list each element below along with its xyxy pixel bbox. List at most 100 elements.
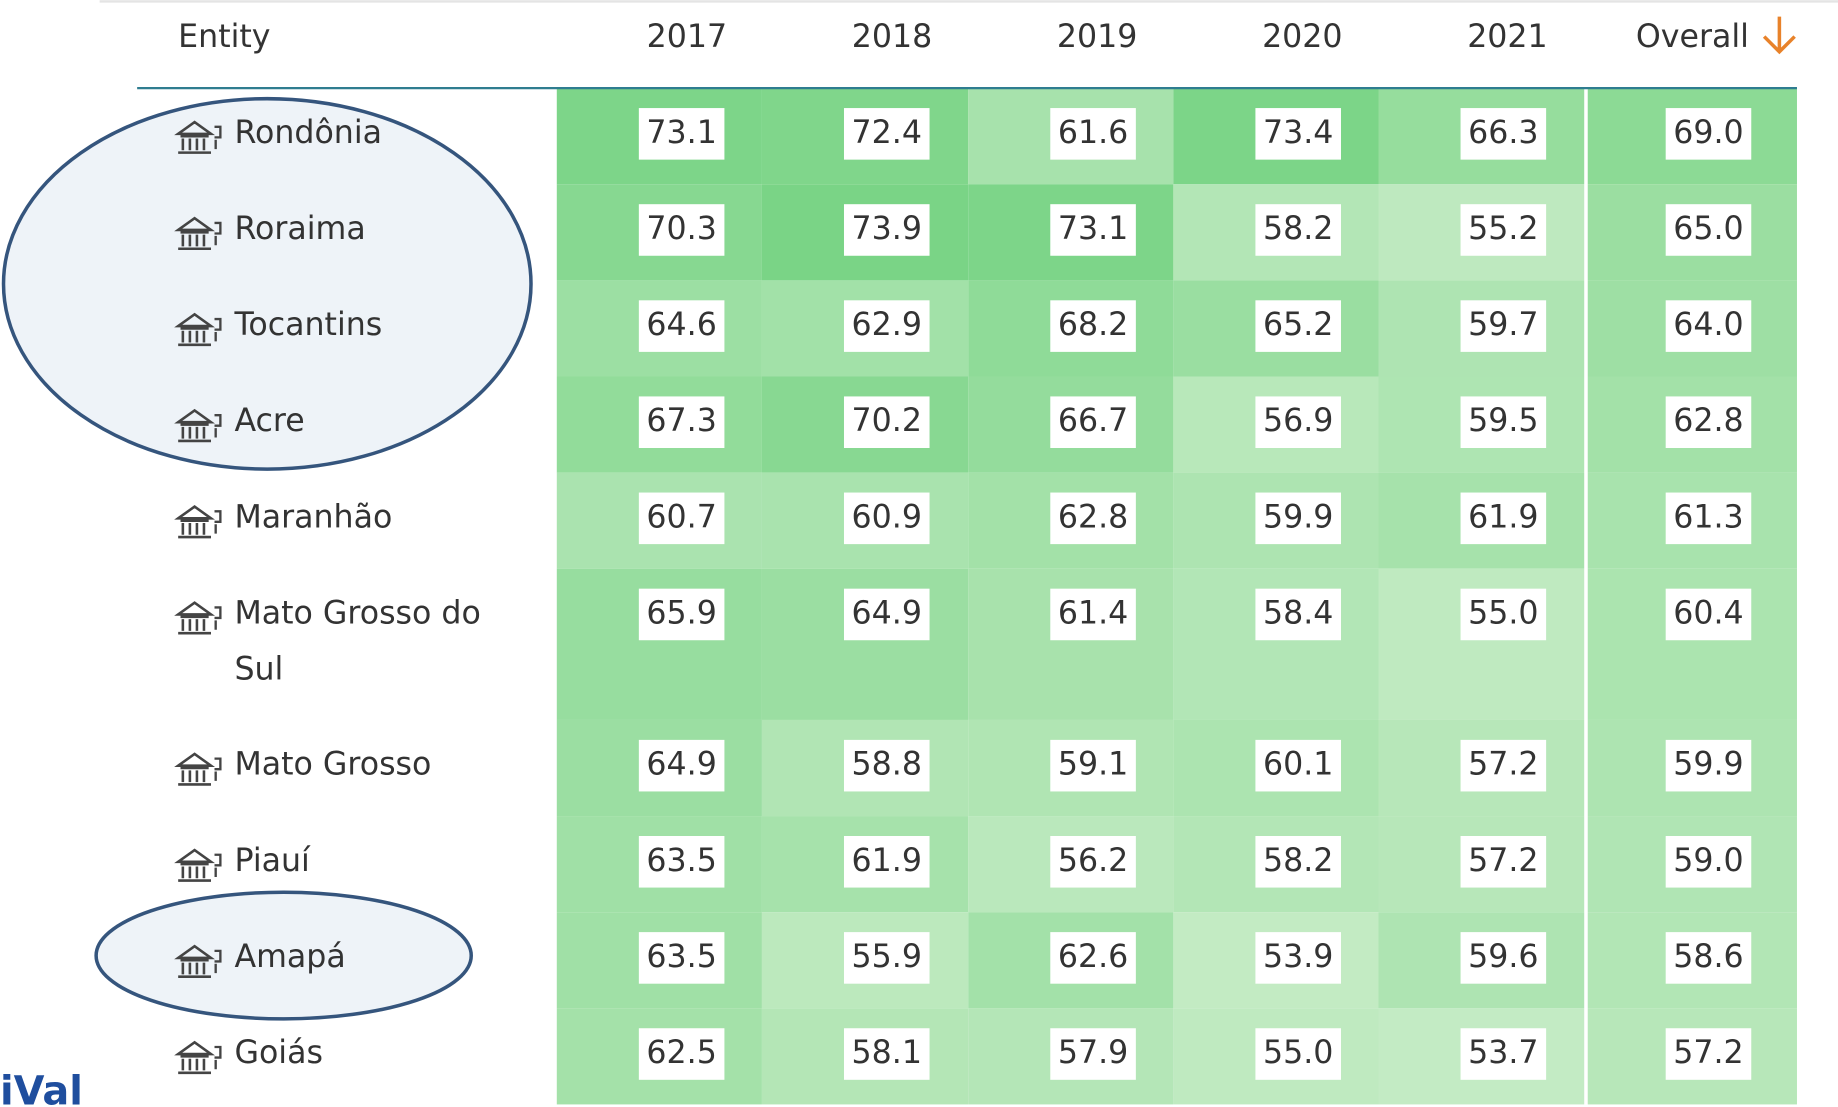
highlight-oval [1, 96, 533, 471]
cell-value: 61.6 [1058, 115, 1128, 151]
value-box [1460, 204, 1547, 256]
value-box [1050, 835, 1136, 888]
cell-value: 65.0 [1673, 211, 1743, 247]
sort-arrow [1762, 16, 1796, 55]
value-box [1460, 300, 1547, 352]
cell-value: 57.9 [1058, 1035, 1128, 1071]
value-box [843, 492, 930, 545]
cell-value: 58.4 [1263, 595, 1333, 631]
icon-shape [174, 120, 216, 154]
value-box [1460, 739, 1547, 792]
entity-name: Goiás [234, 1035, 323, 1071]
cell-value: 55.2 [1468, 211, 1538, 247]
value-box [1050, 300, 1136, 352]
highlight-oval [94, 890, 473, 1021]
value-box [1460, 932, 1547, 984]
value-box [1665, 588, 1752, 641]
value-box [1255, 300, 1341, 352]
icon-shape [174, 505, 216, 539]
entity-name: Mato Grosso do Sul [234, 595, 480, 687]
column-header: 2018 [852, 19, 932, 55]
icon-shape [174, 216, 216, 251]
institution-icon [174, 120, 222, 154]
cell-value: 65.2 [1263, 307, 1333, 343]
column-header: 2020 [1262, 19, 1342, 55]
cell-value: 62.8 [1058, 499, 1128, 535]
cell-value: 58.6 [1673, 939, 1743, 975]
cell-value: 60.7 [646, 499, 716, 535]
institution-icon [174, 848, 222, 882]
icon-flag [214, 317, 222, 342]
value-box [638, 300, 725, 352]
cell-value: 69.0 [1673, 115, 1743, 151]
icon-flag [214, 606, 222, 630]
column-header: 2019 [1057, 19, 1137, 55]
cell-value: 66.3 [1468, 115, 1538, 151]
institution-icon [174, 752, 222, 786]
column-header: 2017 [647, 19, 727, 55]
icon-shape [174, 1040, 216, 1075]
cell-value: 58.2 [1263, 843, 1333, 879]
cell-value: 73.1 [646, 115, 716, 151]
column-header: 2021 [1467, 19, 1547, 55]
value-box [638, 204, 725, 256]
cell-value: 56.2 [1058, 843, 1128, 879]
value-box [1460, 396, 1547, 449]
value-box [1255, 396, 1341, 449]
cell-value: 64.0 [1673, 307, 1743, 343]
value-box [843, 204, 930, 256]
value-box [1665, 396, 1752, 449]
cell-value: 62.8 [1673, 403, 1743, 439]
value-box [843, 932, 930, 984]
cell-value: 61.3 [1673, 499, 1743, 535]
value-box [1050, 492, 1136, 545]
value-box [1665, 300, 1752, 352]
value-box [1665, 739, 1752, 792]
icon-flag [214, 853, 222, 878]
icon-flag [214, 757, 222, 781]
cell-value: 72.4 [852, 115, 922, 151]
institution-icon [174, 944, 222, 978]
icon-flag [214, 414, 222, 438]
value-box [638, 739, 725, 792]
cell-value: 70.2 [852, 403, 922, 439]
value-box [638, 492, 725, 545]
value-box [1665, 1028, 1752, 1080]
value-box [843, 835, 930, 888]
value-box [1050, 108, 1136, 160]
cell-value: 62.5 [646, 1035, 716, 1071]
cell-value: 58.2 [1263, 211, 1333, 247]
value-box [1255, 204, 1341, 256]
value-box [638, 1028, 725, 1080]
institution-icon [174, 408, 222, 443]
cell-value: 53.9 [1263, 939, 1333, 975]
cell-value: 58.8 [852, 747, 922, 783]
cell-value: 73.9 [852, 211, 922, 247]
value-box [1460, 835, 1547, 888]
value-box [638, 396, 725, 449]
entity-name: Mato Grosso [234, 747, 431, 783]
value-box [1255, 739, 1341, 792]
value-box [638, 588, 725, 641]
value-box [1050, 739, 1136, 792]
value-box [1665, 835, 1752, 888]
icon-flag [214, 949, 222, 974]
cell-value: 60.4 [1673, 595, 1743, 631]
cell-value: 66.7 [1058, 403, 1128, 439]
icon-flag [214, 125, 222, 150]
cell-value: 59.5 [1468, 403, 1538, 439]
value-box [1255, 1028, 1341, 1080]
cell-value: 62.9 [852, 307, 922, 343]
cell-value: 58.1 [852, 1035, 922, 1071]
value-box [1665, 492, 1752, 545]
value-box [1460, 492, 1547, 545]
entity-name: Roraima [234, 211, 365, 247]
cell-value: 55.0 [1468, 595, 1538, 631]
icon-shape [174, 408, 216, 443]
value-box [1255, 108, 1341, 160]
entity-name: Tocantins [233, 307, 382, 343]
cell-value: 55.9 [852, 939, 922, 975]
cell-value: 64.9 [852, 595, 922, 631]
value-box [843, 108, 930, 160]
